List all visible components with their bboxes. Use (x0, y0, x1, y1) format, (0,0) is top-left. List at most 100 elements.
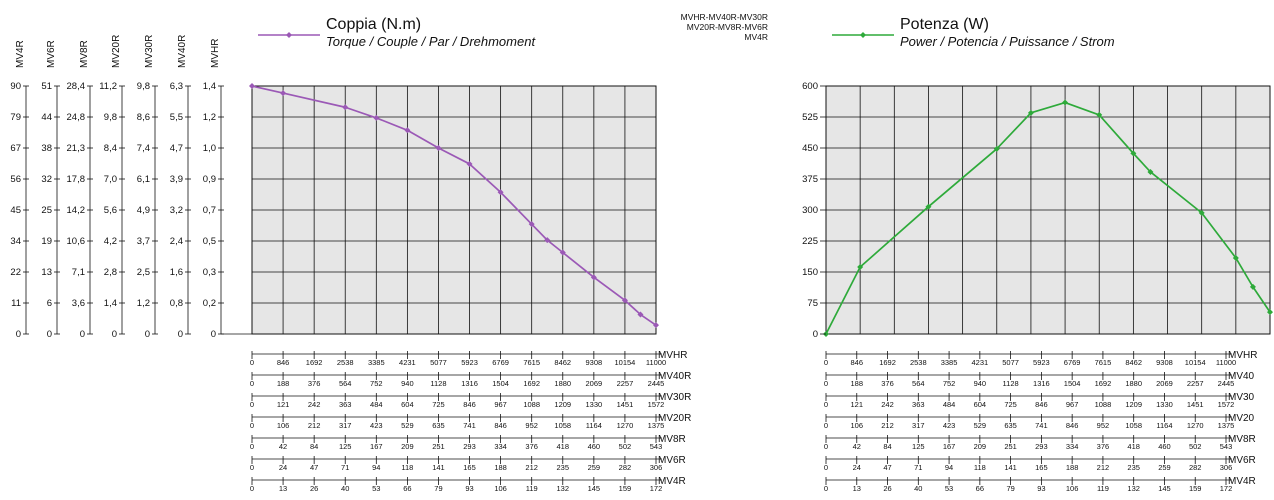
left-y-tick-label: 1,2 (137, 298, 150, 309)
power-x-tick-label: 5923 (1033, 358, 1050, 367)
left-y-tick-label: 1,6 (170, 267, 183, 278)
power-x-tick-label: 94 (945, 463, 953, 472)
torque-plot (249, 83, 659, 335)
power-x-tick-label: 8462 (1125, 358, 1142, 367)
power-y-tick-label: 150 (802, 267, 818, 278)
power-x-tick-label: 529 (974, 421, 987, 430)
power-y-tick-label: 300 (802, 205, 818, 216)
power-x-axis-name: MV20 (1228, 413, 1255, 424)
power-series-label-line: MV20R-MV8R-MV6R (687, 22, 768, 32)
power-x-tick-label: 460 (1158, 442, 1171, 451)
left-y-tick-label: 2,4 (170, 236, 183, 247)
torque-data-point (653, 322, 659, 329)
power-x-tick-label: 53 (945, 484, 953, 493)
torque-data-point (590, 274, 597, 281)
left-y-tick-label: 90 (10, 81, 21, 92)
torque-x-tick-label: 334 (494, 442, 507, 451)
power-x-tick-label: 132 (1127, 484, 1140, 493)
left-y-tick-label: 0 (80, 329, 85, 340)
torque-x-tick-label: 7615 (523, 358, 540, 367)
torque-x-tick-label: 24 (279, 463, 287, 472)
left-y-tick-label: 2,8 (104, 267, 117, 278)
power-x-tick-label: 125 (912, 442, 925, 451)
torque-x-tick-label: 317 (339, 421, 352, 430)
torque-x-tick-label: 0 (250, 421, 254, 430)
power-x-tick-label: 1058 (1125, 421, 1142, 430)
torque-x-tick-label: 0 (250, 400, 254, 409)
left-y-tick-label: 1,4 (104, 298, 117, 309)
torque-data-point (435, 145, 442, 151)
left-y-tick-label: 0,9 (203, 174, 216, 185)
power-x-tick-label: 4231 (972, 358, 989, 367)
left-y-tick-label: 56 (10, 174, 21, 185)
power-x-axis-name: MV8R (1228, 434, 1256, 445)
power-x-tick-label: 209 (974, 442, 987, 451)
torque-x-tick-label: 3385 (368, 358, 385, 367)
left-y-tick-label: 7,1 (72, 267, 85, 278)
left-y-tick-label: 6,1 (137, 174, 150, 185)
torque-x-tick-label: 47 (310, 463, 318, 472)
power-x-tick-label: 282 (1189, 463, 1202, 472)
torque-x-tick-label: 604 (401, 400, 414, 409)
torque-x-tick-label: 1692 (306, 358, 323, 367)
torque-x-tick-label: 5923 (461, 358, 478, 367)
power-x-tick-label: 24 (853, 463, 861, 472)
left-y-tick-label: 0 (112, 329, 117, 340)
power-data-point (1198, 209, 1205, 216)
power-data-point (857, 264, 864, 271)
torque-x-tick-label: 376 (308, 379, 321, 388)
left-y-tick-label: 7,0 (104, 174, 117, 185)
power-x-tick-label: 967 (1066, 400, 1079, 409)
torque-x-tick-label: 423 (370, 421, 383, 430)
power-x-tick-label: 66 (976, 484, 984, 493)
torque-x-tick-label: 121 (277, 400, 290, 409)
torque-x-tick-label: 293 (463, 442, 476, 451)
power-x-tick-label: 0 (824, 484, 828, 493)
power-x-tick-label: 3385 (941, 358, 958, 367)
power-x-tick-label: 2069 (1156, 379, 1173, 388)
power-data-point (1062, 99, 1069, 106)
power-x-tick-label: 9308 (1156, 358, 1173, 367)
power-x-tick-label: 846 (1066, 421, 1079, 430)
power-x-tick-label: 1451 (1187, 400, 1204, 409)
left-y-tick-label: 6,3 (170, 81, 183, 92)
left-y-tick-label: 45 (10, 205, 21, 216)
power-x-tick-label: 306 (1220, 463, 1233, 472)
torque-x-tick-label: 235 (557, 463, 570, 472)
power-x-tick-label: 1316 (1033, 379, 1050, 388)
power-x-tick-label: 26 (883, 484, 891, 493)
power-y-tick-label: 450 (802, 143, 818, 154)
torque-x-tick-label: 172 (650, 484, 663, 493)
power-x-tick-label: 242 (881, 400, 894, 409)
torque-x-tick-label: 53 (372, 484, 380, 493)
left-y-axis-name: MV4R (15, 40, 26, 68)
power-x-axes: 0 846 1692 2538 3385 4231 5077 5923 6769 7615 8462… (824, 350, 1258, 493)
torque-x-tick-label: 9308 (586, 358, 603, 367)
torque-x-axis-name: MVHR (658, 350, 687, 361)
left-y-tick-label: 34 (10, 236, 21, 247)
power-data-point (1232, 254, 1239, 261)
left-y-tick-label: 1,0 (203, 143, 216, 154)
torque-x-tick-label: 0 (250, 379, 254, 388)
power-x-tick-label: 741 (1035, 421, 1048, 430)
left-y-tick-label: 51 (41, 81, 52, 92)
torque-x-tick-label: 967 (494, 400, 507, 409)
left-y-tick-label: 8,4 (104, 143, 117, 154)
power-data-point (1147, 168, 1154, 175)
power-x-tick-label: 6769 (1064, 358, 1081, 367)
power-plot: 600 525 450 375 300 225 150 75 0 (802, 81, 1273, 340)
left-y-tick-label: 11 (11, 298, 21, 309)
left-y-axis-name: MV8R (79, 40, 90, 68)
power-x-tick-label: 10154 (1185, 358, 1206, 367)
left-y-tick-label: 14,2 (67, 205, 86, 216)
torque-x-tick-label: 145 (588, 484, 601, 493)
left-y-tick-label: 25 (41, 205, 52, 216)
power-x-tick-label: 1209 (1125, 400, 1142, 409)
torque-x-tick-label: 376 (525, 442, 538, 451)
power-data-point (993, 145, 1000, 152)
power-x-tick-label: 118 (974, 463, 986, 472)
torque-x-tick-label: 2257 (617, 379, 634, 388)
left-y-tick-label: 79 (10, 112, 21, 123)
left-y-axes: MV4R 90 79 67 56 45 34 22 11 0 MV6R 51 44 38 32 25 19 13 6… (10, 35, 252, 340)
left-y-tick-label: 0,3 (203, 267, 216, 278)
